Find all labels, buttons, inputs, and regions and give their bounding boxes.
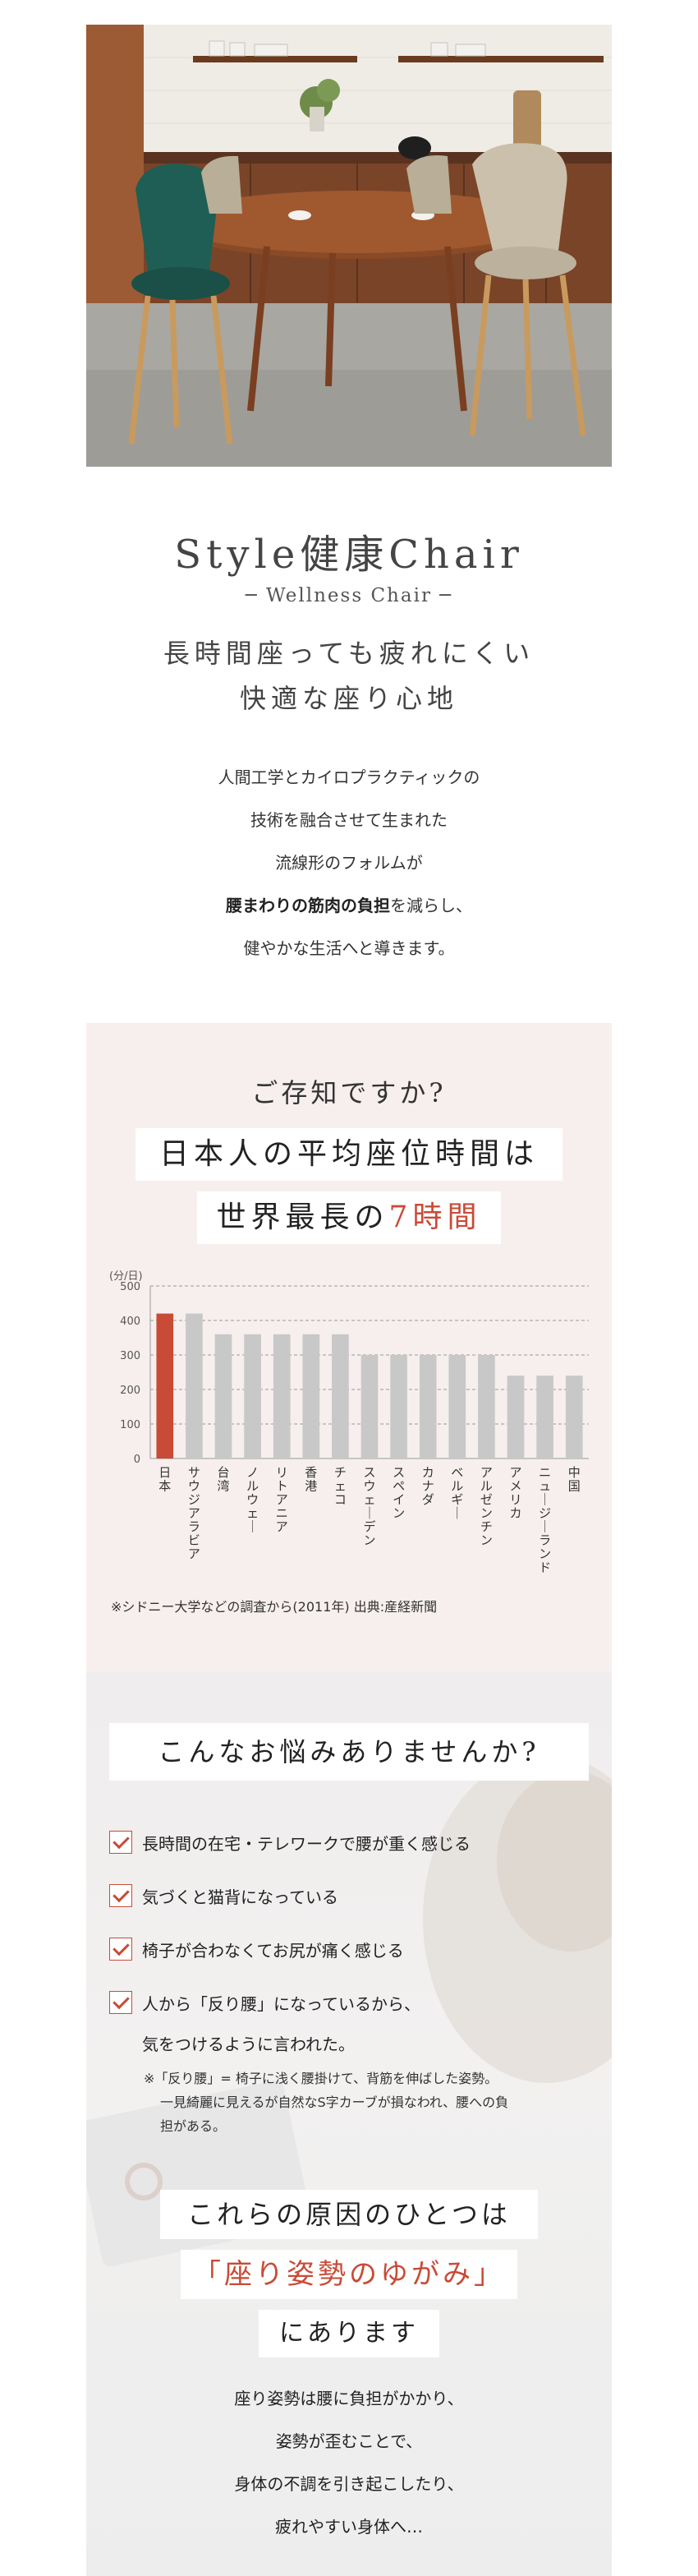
cause-line-3: にあります: [259, 2310, 439, 2357]
troubles-title: こんなお悩みありませんか?: [109, 1723, 589, 1781]
bar: [186, 1313, 203, 1459]
bar: [360, 1355, 379, 1459]
bar: [302, 1334, 320, 1459]
x-tick-label: スウェ｜デン: [363, 1465, 375, 1548]
headline-2-highlight: 7時間: [388, 1200, 482, 1234]
stats-headline-1: 日本人の平均座位時間は: [135, 1128, 563, 1181]
closing-line-2: 姿勢が歪むことで、: [275, 2431, 423, 2451]
cause-line-1: これらの原因のひとつは: [160, 2190, 538, 2239]
y-tick-label: 300: [120, 1350, 140, 1362]
cause-line-2: 「座り姿勢のゆがみ」: [181, 2250, 517, 2299]
x-tick-label: 中国: [568, 1465, 581, 1494]
y-tick-label: 0: [134, 1454, 140, 1466]
trouble-item-1: 長時間の在宅・テレワークで腰が重く感じる: [109, 1828, 471, 1856]
desc-line-4: 腰まわりの筋肉の負担を減らし、: [0, 892, 698, 916]
checkbox-icon: [109, 1991, 132, 2014]
bar: [214, 1334, 232, 1459]
brand-subtitle: ─ Wellness Chair ─: [245, 585, 453, 606]
trouble-item-4: 人から「反り腰」になっているから、: [109, 1988, 420, 2016]
bar: [536, 1376, 553, 1459]
x-tick-label: 日本: [158, 1465, 171, 1494]
x-tick-label: ベルギ｜: [451, 1465, 463, 1521]
checkbox-icon: [109, 1938, 132, 1961]
closing-line-4: 疲れやすい身体へ…: [275, 2517, 423, 2537]
x-tick-label: アメリカ: [509, 1465, 521, 1521]
bar: [419, 1355, 437, 1459]
y-tick-label: 200: [120, 1385, 140, 1397]
catch-line-2: 快適な座り心地: [239, 683, 458, 714]
catch-line-1: 長時間座っても疲れにくい: [163, 638, 535, 669]
desc-line-5: 健やかな生活へと導きます。: [243, 938, 455, 958]
checkbox-icon: [109, 1884, 132, 1907]
y-tick-label: 500: [120, 1281, 140, 1293]
x-tick-label: カナダ: [422, 1465, 434, 1507]
y-tick-label: 400: [120, 1316, 140, 1328]
sitting-time-chart: 0 100 200 300 400 500 日本 サウジアラビア 台湾 ノルウェ｜ リトアニア 香港チ…: [120, 1281, 589, 1575]
hero-image: [86, 25, 612, 467]
troubles-section: こんなお悩みありませんか? 長時間の在宅・テレワークで腰が重く感じる 気づくと猫…: [86, 1672, 612, 2576]
stats-question: ご存知ですか?: [251, 1077, 447, 1108]
bar: [478, 1355, 495, 1459]
trouble-item-4-cont: 気をつけるように言われた。: [142, 2035, 355, 2054]
bar: [565, 1376, 583, 1459]
x-tick-label: リトアニア: [276, 1465, 288, 1534]
trouble-item-4-text: 人から「反り腰」になっているから、: [142, 1993, 420, 2014]
x-tick-label: サウジアラビア: [188, 1465, 200, 1561]
desc-line-1: 人間工学とカイロプラクティックの: [218, 767, 480, 787]
x-tick-label: スペイン: [393, 1465, 405, 1521]
x-tick-label: アルゼンチン: [480, 1465, 493, 1548]
trouble-item-3-text: 椅子が合わなくてお尻が痛く感じる: [142, 1940, 404, 1961]
note-line-3: 担がある。: [160, 2118, 227, 2134]
bar: [332, 1334, 349, 1459]
bar: [156, 1313, 174, 1459]
chart-unit-label: (分/日): [109, 1270, 143, 1283]
y-tick-label: 100: [120, 1419, 140, 1431]
bar: [273, 1334, 291, 1459]
desc-line-3: 流線形のフォルムが: [275, 853, 423, 873]
x-tick-label: ノルウェ｜: [246, 1465, 259, 1534]
trouble-item-1-text: 長時間の在宅・テレワークで腰が重く感じる: [142, 1833, 471, 1854]
chart-source: ※シドニー大学などの調査から(2011年) 出典:産経新聞: [111, 1599, 438, 1615]
note-line-1: ※「反り腰」= 椅子に浅く腰掛けて、背筋を伸ばした姿勢。: [144, 2071, 498, 2086]
desc-line-2: 技術を融合させて生まれた: [250, 810, 448, 830]
brand-title: Style健康Chair: [174, 532, 524, 578]
stats-headline-2: 世界最長の7時間: [197, 1191, 501, 1244]
x-tick-label: ニュ｜ジ｜ランド: [539, 1465, 551, 1575]
x-tick-label: 香港: [305, 1465, 317, 1494]
trouble-item-3: 椅子が合わなくてお尻が痛く感じる: [109, 1935, 404, 1963]
closing-line-1: 座り姿勢は腰に負担がかかり、: [234, 2389, 464, 2408]
trouble-item-2: 気づくと猫背になっている: [109, 1882, 338, 1910]
stats-section: ご存知ですか? 日本人の平均座位時間は 世界最長の7時間 (分/日) 0 100 2…: [86, 1023, 612, 1672]
x-tick-label: 台湾: [217, 1465, 229, 1494]
bar: [448, 1355, 466, 1459]
desc-bold: 腰まわりの筋肉の負担: [226, 896, 390, 915]
checkbox-icon: [109, 1831, 132, 1854]
bar: [507, 1376, 525, 1459]
desc-after-bold: を減らし、: [390, 896, 472, 915]
note-line-2: 一見綺麗に見えるが自然なS字カーブが損なわれ、腰への負: [160, 2094, 509, 2110]
headline-2-prefix: 世界最長の: [216, 1200, 389, 1234]
x-tick-label: チェコ: [334, 1465, 347, 1507]
hero-illustration: [86, 25, 612, 467]
bar: [390, 1355, 407, 1459]
bar: [244, 1334, 261, 1459]
trouble-item-2-text: 気づくと猫背になっている: [142, 1887, 338, 1907]
background-photo: [86, 1754, 612, 2576]
closing-line-3: 身体の不調を引き起こしたり、: [234, 2474, 464, 2494]
